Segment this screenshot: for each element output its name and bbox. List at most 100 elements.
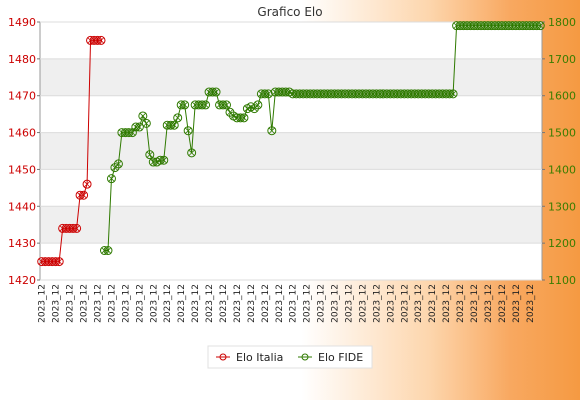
elo-fide-point-cross <box>174 114 181 121</box>
left-tick-label: 1440 <box>8 200 36 213</box>
plot-area <box>39 21 543 281</box>
x-tick-label: 2023_12 <box>80 284 90 323</box>
elo-fide-point-cross <box>104 247 112 254</box>
x-tick-label: 2023_12 <box>317 284 327 323</box>
left-tick-label: 1430 <box>8 237 36 250</box>
elo-italia-point-cross <box>97 37 105 44</box>
elo-fide-point <box>141 118 151 128</box>
x-tick-label: 2023_12 <box>219 284 229 323</box>
x-axis: 2023_12 2023_12 2023_12 2023_12 2023_12 2023_… <box>38 284 536 323</box>
elo-fide-point-cross <box>136 123 143 131</box>
elo-fide-point-cross <box>202 101 209 109</box>
x-tick-label: 2023_12 <box>345 284 355 323</box>
x-tick-label: 2023_12 <box>372 284 382 323</box>
x-tick-label: 2023_12 <box>358 284 368 323</box>
right-tick-label: 1600 <box>548 90 576 103</box>
elo-fide-legend-marker <box>301 353 309 361</box>
right-tick-label: 1700 <box>548 53 576 66</box>
right-tick-label: 1800 <box>548 16 576 29</box>
x-tick-label: 2023_12 <box>498 284 508 323</box>
x-tick-label: 2023_12 <box>121 284 131 323</box>
x-tick-label: 2023_12 <box>247 284 257 323</box>
x-tick-label: 2023_12 <box>303 284 313 323</box>
elo-fide-point-cross <box>139 112 146 120</box>
x-tick-label: 2023_12 <box>442 284 452 323</box>
elo-fide-point-cross <box>146 151 153 158</box>
elo-italia-point <box>54 257 64 267</box>
right-tick-label: 1200 <box>548 237 576 250</box>
left-tick-label: 1470 <box>8 90 36 103</box>
left-tick-label: 1490 <box>8 16 36 29</box>
elo-fide-point-cross <box>115 160 122 167</box>
elo-italia-series <box>37 35 106 267</box>
elo-fide-point <box>106 174 116 184</box>
legend: Elo Italia Elo FIDE <box>207 345 373 369</box>
elo-fide-point <box>159 155 169 165</box>
x-tick-label: 2023_12 <box>205 284 215 323</box>
elo-fide-point-cross <box>108 175 115 182</box>
elo-fide-point <box>169 120 179 130</box>
x-tick-label: 2023_12 <box>484 284 494 323</box>
x-tick-label: 2023_12 <box>428 284 438 323</box>
x-tick-label: 2023_12 <box>107 284 117 323</box>
elo-fide-point <box>183 126 193 136</box>
elo-fide-point-cross <box>254 101 261 109</box>
x-tick-label: 2023_12 <box>52 284 62 323</box>
elo-fide-point <box>211 87 221 97</box>
x-tick-label: 2023_12 <box>163 284 173 323</box>
right-tick-label: 1400 <box>548 163 576 176</box>
elo-fide-point-cross <box>265 90 272 97</box>
elo-fide-point <box>222 100 232 110</box>
x-tick-label: 2023_12 <box>94 284 104 323</box>
elo-fide-point <box>263 89 273 99</box>
left-tick-label: 1420 <box>8 274 36 287</box>
elo-italia-point-cross <box>83 181 91 188</box>
elo-fide-point <box>253 100 263 110</box>
elo-fide-point <box>145 150 155 160</box>
elo-italia-point-cross <box>80 192 87 199</box>
elo-fide-point-cross <box>143 120 150 127</box>
elo-fide-point <box>535 21 545 31</box>
elo-italia-legend-marker <box>219 353 227 361</box>
elo-fide-point-cross <box>185 127 192 134</box>
elo-fide-point-cross <box>226 109 234 116</box>
legend-box <box>207 345 373 369</box>
elo-fide-series <box>99 21 545 256</box>
elo-fide-point <box>180 100 190 110</box>
elo-fide-point <box>187 148 197 158</box>
grid-band <box>40 206 542 244</box>
x-tick-label: 2023_12 <box>261 284 271 323</box>
elo-fide-point <box>134 122 144 132</box>
x-tick-label: 2023_12 <box>177 284 187 323</box>
x-tick-label: 2023_12 <box>233 284 243 323</box>
right-tick-label: 1300 <box>548 200 576 213</box>
elo-italia-point <box>72 223 82 233</box>
left-tick-label: 1450 <box>8 163 36 176</box>
grid-band <box>40 58 542 96</box>
elo-fide-point <box>448 89 458 99</box>
elo-fide-point <box>173 113 183 123</box>
elo-italia-point <box>96 35 106 45</box>
elo-fide-point <box>201 100 211 110</box>
elo-fide-point-cross <box>268 127 275 134</box>
elo-fide-point-cross <box>450 90 457 97</box>
x-tick-label: 2023_12 <box>289 284 299 323</box>
x-tick-label: 2023_12 <box>331 284 341 323</box>
elo-fide-legend-label: Elo FIDE <box>318 351 363 364</box>
elo-fide-point <box>239 113 249 123</box>
right-axis: 1100 1200 1300 1400 1500 1600 1700 1800 <box>542 16 576 287</box>
elo-fide-point-cross <box>212 88 220 96</box>
elo-italia-point-cross <box>73 225 80 232</box>
elo-fide-point-cross <box>223 101 230 109</box>
x-tick-label: 2023_12 <box>386 284 396 323</box>
elo-fide-point <box>113 159 123 169</box>
elo-italia-point <box>79 190 89 200</box>
left-tick-label: 1460 <box>8 127 36 140</box>
x-tick-label: 2023_12 <box>38 284 48 323</box>
grid-band <box>40 132 542 170</box>
x-tick-label: 2023_12 <box>275 284 285 323</box>
x-tick-label: 2023_12 <box>526 284 536 323</box>
elo-fide-point-cross <box>181 101 188 109</box>
elo-italia-point-cross <box>56 258 63 265</box>
